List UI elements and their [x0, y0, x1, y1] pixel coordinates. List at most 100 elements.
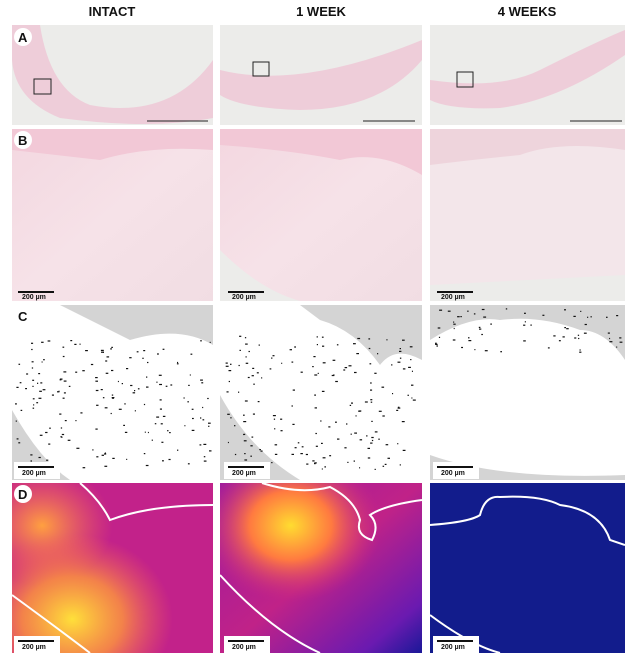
speckle — [146, 387, 149, 388]
speckle — [63, 356, 65, 357]
speckle — [324, 466, 326, 467]
speckle — [408, 367, 411, 368]
speckle — [105, 407, 108, 408]
speckle — [261, 377, 262, 378]
speckle — [280, 419, 282, 420]
speckle — [453, 322, 454, 323]
speckle — [76, 448, 79, 449]
speckle — [354, 433, 357, 434]
speckle — [145, 432, 146, 433]
speckle — [349, 365, 352, 366]
speckle — [580, 311, 581, 312]
speckle — [371, 402, 373, 403]
speckle — [65, 420, 67, 421]
speckle — [281, 430, 283, 431]
speckle — [249, 351, 250, 352]
speckle — [351, 403, 353, 404]
speckle — [391, 364, 392, 365]
speckle — [333, 374, 334, 375]
speckle — [191, 354, 193, 355]
row-label: A — [18, 30, 28, 45]
speckle — [103, 397, 105, 398]
speckle — [321, 443, 323, 444]
speckle — [413, 400, 416, 401]
speckle — [101, 352, 104, 353]
speckle — [273, 355, 275, 356]
speckle — [16, 421, 17, 422]
speckle — [359, 467, 360, 468]
scale-bar-label: 200 µm — [441, 644, 465, 651]
speckle — [188, 463, 190, 464]
speckle — [609, 338, 610, 339]
speckle — [229, 370, 232, 371]
speckle — [155, 423, 157, 424]
speckle — [48, 340, 51, 341]
speckle — [275, 454, 277, 455]
speckle — [245, 400, 248, 401]
speckle — [337, 439, 339, 440]
speckle — [370, 443, 372, 444]
speckle — [250, 445, 252, 446]
speckle — [96, 390, 99, 391]
scale-bar-label: 200 µm — [232, 644, 256, 651]
column-header: INTACT — [89, 4, 136, 19]
speckle — [382, 387, 385, 388]
speckle — [30, 454, 32, 455]
speckle — [148, 432, 149, 433]
speckle — [500, 351, 502, 352]
speckle — [169, 432, 171, 433]
speckle — [144, 404, 145, 405]
row-c-panels: 200 µm 200 µm 200 µm — [12, 305, 625, 480]
speckle — [69, 386, 71, 387]
speckle — [357, 338, 360, 339]
speckle — [40, 435, 43, 436]
speckle — [356, 353, 359, 354]
page: INTACT 1 WEEK 4 WEEKS 200 µm 200 µm 200 … — [0, 0, 625, 653]
speckle — [313, 356, 315, 357]
speckle — [96, 456, 98, 457]
speckle — [110, 348, 112, 349]
speckle — [106, 373, 109, 374]
speckle — [474, 313, 476, 314]
speckle — [398, 408, 401, 409]
speckle — [606, 317, 608, 318]
speckle — [482, 309, 485, 310]
speckle — [580, 349, 581, 350]
speckle — [146, 377, 147, 378]
speckle — [167, 430, 168, 431]
speckle — [370, 399, 372, 400]
speckle — [46, 460, 48, 461]
speckle — [62, 434, 64, 435]
speckle — [460, 316, 461, 317]
speckle — [271, 358, 272, 359]
speckle — [383, 466, 385, 467]
speckle — [190, 374, 191, 375]
speckle — [410, 359, 411, 360]
speckle — [523, 325, 525, 326]
speckle — [246, 356, 247, 357]
speckle — [126, 459, 127, 460]
speckle — [42, 361, 43, 362]
speckle — [63, 347, 65, 348]
figure: INTACT 1 WEEK 4 WEEKS 200 µm 200 µm 200 … — [0, 0, 625, 653]
speckle — [48, 444, 50, 445]
speckle — [386, 444, 389, 445]
speckle — [85, 350, 88, 351]
speckle — [192, 418, 194, 419]
speckle — [147, 362, 148, 363]
speckle — [566, 328, 569, 329]
speckle — [375, 431, 378, 432]
speckle — [411, 397, 412, 398]
speckle — [152, 440, 153, 441]
speckle — [157, 353, 159, 354]
speckle — [210, 342, 211, 343]
speckle — [101, 389, 103, 390]
speckle — [159, 375, 162, 376]
speckle — [252, 368, 254, 369]
speckle — [160, 409, 162, 410]
speckle — [102, 455, 104, 456]
speckle — [160, 399, 162, 400]
speckle — [323, 362, 326, 363]
speckle — [31, 343, 33, 344]
speckle — [70, 340, 72, 341]
